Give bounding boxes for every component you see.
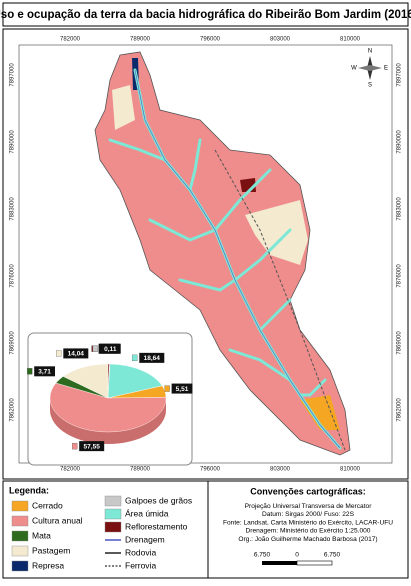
value-label-bg	[171, 383, 193, 394]
legend-title: Legenda:	[9, 485, 49, 495]
legend-label: Cultura anual	[32, 515, 83, 525]
y-coord-label: 7890000	[10, 130, 16, 154]
convention-line: Datum: Sirgas 2000/ Fuso: 22S	[262, 511, 355, 518]
value-label-swatch	[56, 350, 62, 357]
x-coord-label: 782000	[60, 467, 81, 473]
value-label-swatch	[132, 354, 138, 362]
compass: N S E W	[351, 49, 388, 89]
convention-line: Drenagem: Ministério do Exército 1:25.00…	[246, 528, 371, 535]
convention-line: Fonte: Landsat, Carta Ministério do Exér…	[223, 519, 393, 526]
legend-label: Área úmida	[125, 508, 169, 518]
y-coord-label: 7883000	[397, 197, 403, 221]
value-label-swatch	[92, 345, 99, 352]
legend-label: Ferrovia	[125, 560, 156, 570]
y-coord-label: 7862000	[10, 398, 16, 422]
y-coord-label: 7897000	[397, 63, 403, 87]
value-label-bg	[139, 352, 165, 363]
y-coord-label: 7897000	[10, 63, 16, 87]
pasture-patch	[112, 85, 135, 130]
basin-area	[94, 51, 351, 456]
scale-label: 6.750	[324, 552, 341, 559]
y-coord-label: 7890000	[397, 130, 403, 154]
drainage	[134, 69, 341, 449]
cerrado-patch	[300, 395, 340, 430]
value-label: 0,11	[104, 346, 117, 353]
legend-label: Pastagem	[32, 545, 70, 555]
legend-swatch	[104, 495, 122, 507]
conventions: Projeção Universal Transversa de Mercato…	[223, 503, 393, 543]
value-label: 18,64	[144, 355, 161, 362]
scale-label: 6.750	[254, 552, 271, 559]
pie-slice	[62, 363, 109, 399]
pie-slice	[49, 382, 167, 433]
x-coord-label: 803000	[270, 467, 291, 473]
legend-label: Mata	[32, 530, 51, 540]
y-coord-label: 7876000	[10, 264, 16, 288]
title-box	[2, 2, 409, 27]
y-coord-label: 7876000	[397, 264, 403, 288]
value-label: 3,71	[38, 369, 51, 376]
y-coord-label: 7883000	[10, 197, 16, 221]
pasture-patch	[245, 200, 308, 265]
scale-label: 0	[295, 552, 299, 559]
y-coord-label: 7862000	[397, 398, 403, 422]
legend-label: Galpoes de grãos	[125, 495, 192, 505]
compass-w: W	[351, 66, 357, 72]
value-label-bg	[63, 348, 89, 359]
legend-swatch	[11, 530, 29, 542]
x-coord-label: 803000	[270, 37, 291, 43]
x-coord-label: 782000	[60, 37, 81, 43]
railway	[214, 149, 346, 451]
compass-e: E	[384, 66, 388, 72]
value-label-swatch	[164, 385, 170, 392]
legend-swatch	[11, 515, 29, 527]
x-coord-label: 796000	[200, 467, 221, 473]
legend-swatch	[104, 508, 122, 520]
value-label: 57,55	[84, 443, 101, 450]
convention-line: Projeção Universal Transversa de Mercato…	[245, 503, 373, 510]
legend-label: Cerrado	[32, 500, 63, 510]
x-coord-label: 789000	[130, 37, 151, 43]
basin	[94, 51, 351, 456]
value-label: 14,04	[68, 351, 85, 358]
legend-label: Rodovia	[125, 547, 156, 557]
x-coord-label: 789000	[130, 467, 151, 473]
legend-swatch	[104, 521, 122, 533]
scale-bar: 6.750 0 6.750	[254, 552, 341, 566]
value-label-bg	[34, 366, 56, 377]
legend-swatch	[11, 500, 29, 512]
y-coord-label: 7869000	[397, 331, 403, 355]
value-label-bg	[99, 343, 121, 354]
title: Uso e ocupação da terra da bacia hidrogr…	[0, 9, 411, 21]
legend-label: Represa	[32, 560, 64, 570]
legend-swatch	[11, 545, 29, 557]
value-label-bg	[79, 441, 105, 452]
conventions-title: Convenções cartográficas:	[250, 486, 366, 496]
value-label: 5,51	[176, 386, 189, 393]
value-label-swatch	[72, 442, 78, 450]
x-coord-label: 810000	[340, 467, 361, 473]
legend-label: Drenagem	[125, 534, 165, 544]
coordinates: 782000 782000 789000 789000 796000 796000 8030…	[10, 37, 403, 473]
pie-slice	[107, 363, 163, 399]
y-coord-label: 7869000	[10, 331, 16, 355]
compass-s: S	[368, 83, 372, 89]
convention-line: Org.: João Guilherme Machado Barbosa (20…	[238, 536, 377, 543]
compass-n: N	[368, 49, 372, 55]
legend: Cerrado Cultura anual Mata Pastagem Represa G…	[11, 495, 192, 572]
value-label-swatch	[27, 368, 33, 375]
x-coord-label: 796000	[200, 37, 221, 43]
legend-label: Reflorestamento	[125, 521, 188, 531]
legend-swatch	[11, 560, 29, 572]
x-coord-label: 810000	[340, 37, 361, 43]
